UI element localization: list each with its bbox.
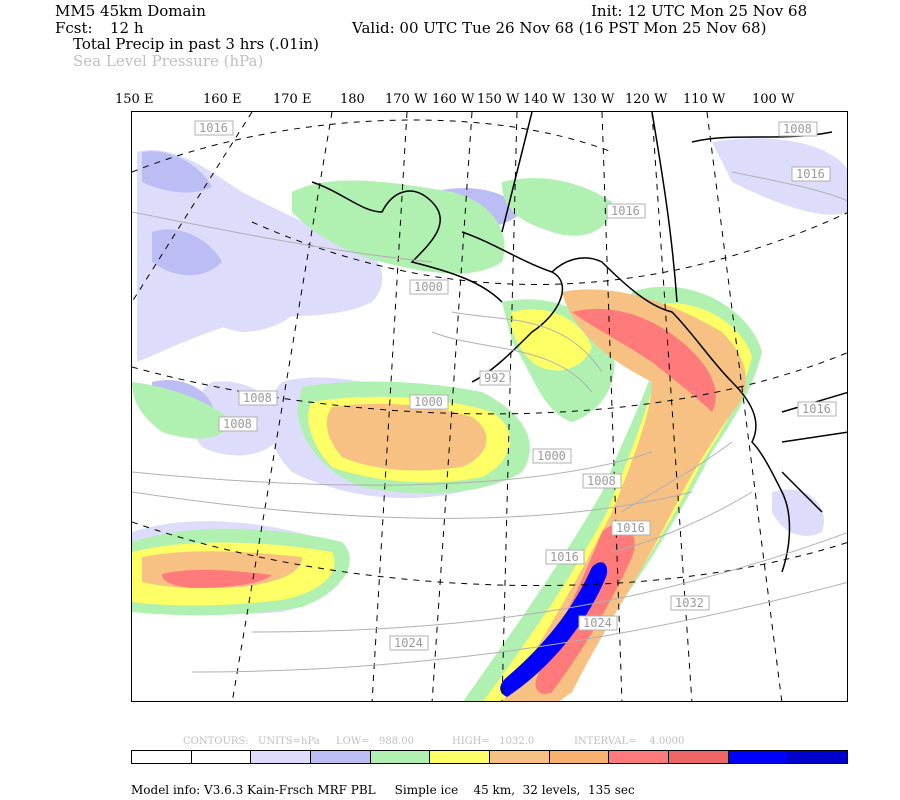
- model-info: Model info: V3.6.3 Kain-Frsch MRF PBL Si…: [131, 783, 635, 797]
- weather-map: 1016 1008 1008 1016 1016 1000 992 1000 1…: [131, 111, 848, 702]
- svg-text:1016: 1016: [199, 121, 228, 135]
- legend-swatch: [728, 751, 789, 763]
- domain-title: MM5 45km Domain: [55, 2, 206, 20]
- isobars: [132, 171, 847, 673]
- legend-swatch: [549, 751, 610, 763]
- precip-color-legend: [131, 750, 848, 764]
- legend-swatch: [669, 751, 729, 763]
- legend-swatch: [251, 751, 312, 763]
- svg-text:1000: 1000: [537, 449, 566, 463]
- legend-swatch: [430, 751, 491, 763]
- lon-label: 150 E: [115, 92, 154, 107]
- svg-text:1008: 1008: [223, 417, 252, 431]
- forecast-hour: 12 h: [110, 19, 144, 37]
- lon-label: 170 W: [385, 92, 428, 107]
- field-slp-label: Sea Level Pressure (hPa): [73, 52, 264, 70]
- lon-label: 150 W: [477, 92, 520, 107]
- svg-text:1008: 1008: [243, 391, 272, 405]
- svg-text:1032: 1032: [675, 596, 704, 610]
- contour-high: HIGH= 1032.0: [452, 736, 535, 747]
- lon-label: 180: [340, 92, 365, 107]
- legend-swatch: [609, 751, 670, 763]
- svg-text:1016: 1016: [796, 167, 825, 181]
- init-time: Init: 12 UTC Mon 25 Nov 68: [591, 2, 808, 20]
- svg-text:1016: 1016: [802, 402, 831, 416]
- legend-swatch: [788, 751, 848, 763]
- latlon-grid: [132, 112, 847, 701]
- lon-label: 110 W: [683, 92, 726, 107]
- svg-text:1008: 1008: [783, 122, 812, 136]
- svg-text:992: 992: [484, 371, 506, 385]
- valid-time: Valid: 00 UTC Tue 26 Nov 68 (16 PST Mon …: [352, 19, 767, 37]
- svg-text:1024: 1024: [583, 616, 612, 630]
- legend-swatch: [132, 751, 192, 763]
- legend-swatch: [490, 751, 550, 763]
- svg-text:1016: 1016: [550, 550, 579, 564]
- contour-low: LOW= 988.00: [336, 736, 415, 747]
- lon-label: 170 E: [273, 92, 312, 107]
- svg-text:1000: 1000: [414, 395, 443, 409]
- contour-interval: INTERVAL= 4.0000: [574, 736, 685, 747]
- lon-label: 120 W: [625, 92, 668, 107]
- svg-text:1008: 1008: [587, 474, 616, 488]
- precip-blue-heavy: [500, 562, 608, 697]
- lon-label: 100 W: [752, 92, 795, 107]
- svg-text:1016: 1016: [616, 521, 645, 535]
- contour-units: UNITS=hPa: [258, 736, 320, 747]
- svg-text:1016: 1016: [611, 204, 640, 218]
- svg-text:1000: 1000: [414, 280, 443, 294]
- svg-text:1024: 1024: [394, 636, 423, 650]
- field-precip-label: Total Precip in past 3 hrs (.01in): [73, 35, 320, 53]
- contour-label: CONTOURS:: [183, 736, 249, 747]
- legend-swatch: [370, 751, 431, 763]
- lon-label: 130 W: [572, 92, 615, 107]
- forecast-label: Fcst:: [55, 19, 93, 37]
- map-canvas: 1016 1008 1008 1016 1016 1000 992 1000 1…: [132, 112, 847, 701]
- lon-label: 160 W: [432, 92, 475, 107]
- isobar-labels: 1016 1008 1008 1016 1016 1000 992 1000 1…: [194, 120, 837, 651]
- lon-label: 160 E: [203, 92, 242, 107]
- lon-label: 140 W: [523, 92, 566, 107]
- legend-swatch: [311, 751, 371, 763]
- legend-swatch: [191, 751, 252, 763]
